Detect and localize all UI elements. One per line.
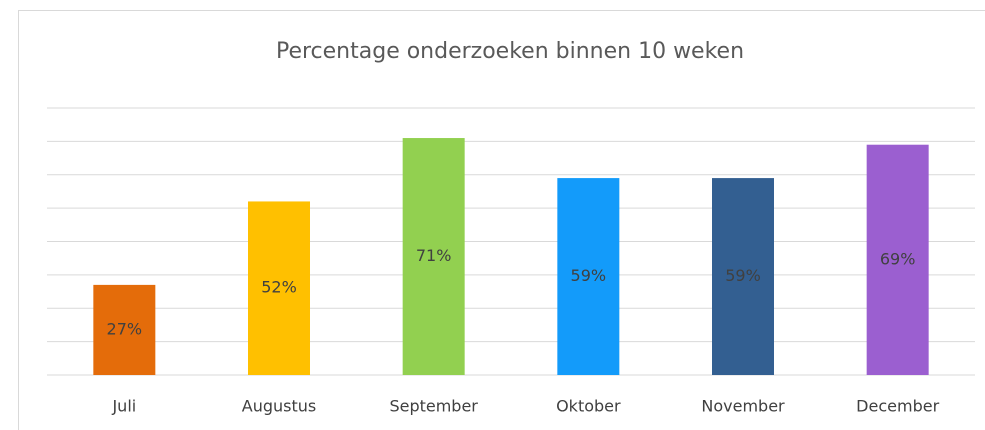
bar <box>866 144 929 375</box>
data-label: 59% <box>571 266 607 285</box>
bar <box>248 201 310 375</box>
bar <box>402 138 465 375</box>
chart-frame <box>18 10 985 430</box>
x-tick-label: Oktober <box>556 397 621 416</box>
chart-title: Percentage onderzoeken binnen 10 weken <box>276 39 744 64</box>
data-label: 52% <box>261 278 297 297</box>
x-tick-label: December <box>856 397 939 416</box>
x-tick-label: Juli <box>111 397 136 416</box>
x-tick-label: Augustus <box>242 397 316 416</box>
data-label: 27% <box>107 319 143 338</box>
bar <box>712 178 774 375</box>
x-tick-label: September <box>389 397 478 416</box>
data-label: 69% <box>880 249 916 268</box>
x-tick-label: November <box>701 397 785 416</box>
data-label: 59% <box>725 266 761 285</box>
bar <box>557 178 620 375</box>
data-label: 71% <box>416 246 452 265</box>
bar <box>93 284 156 375</box>
